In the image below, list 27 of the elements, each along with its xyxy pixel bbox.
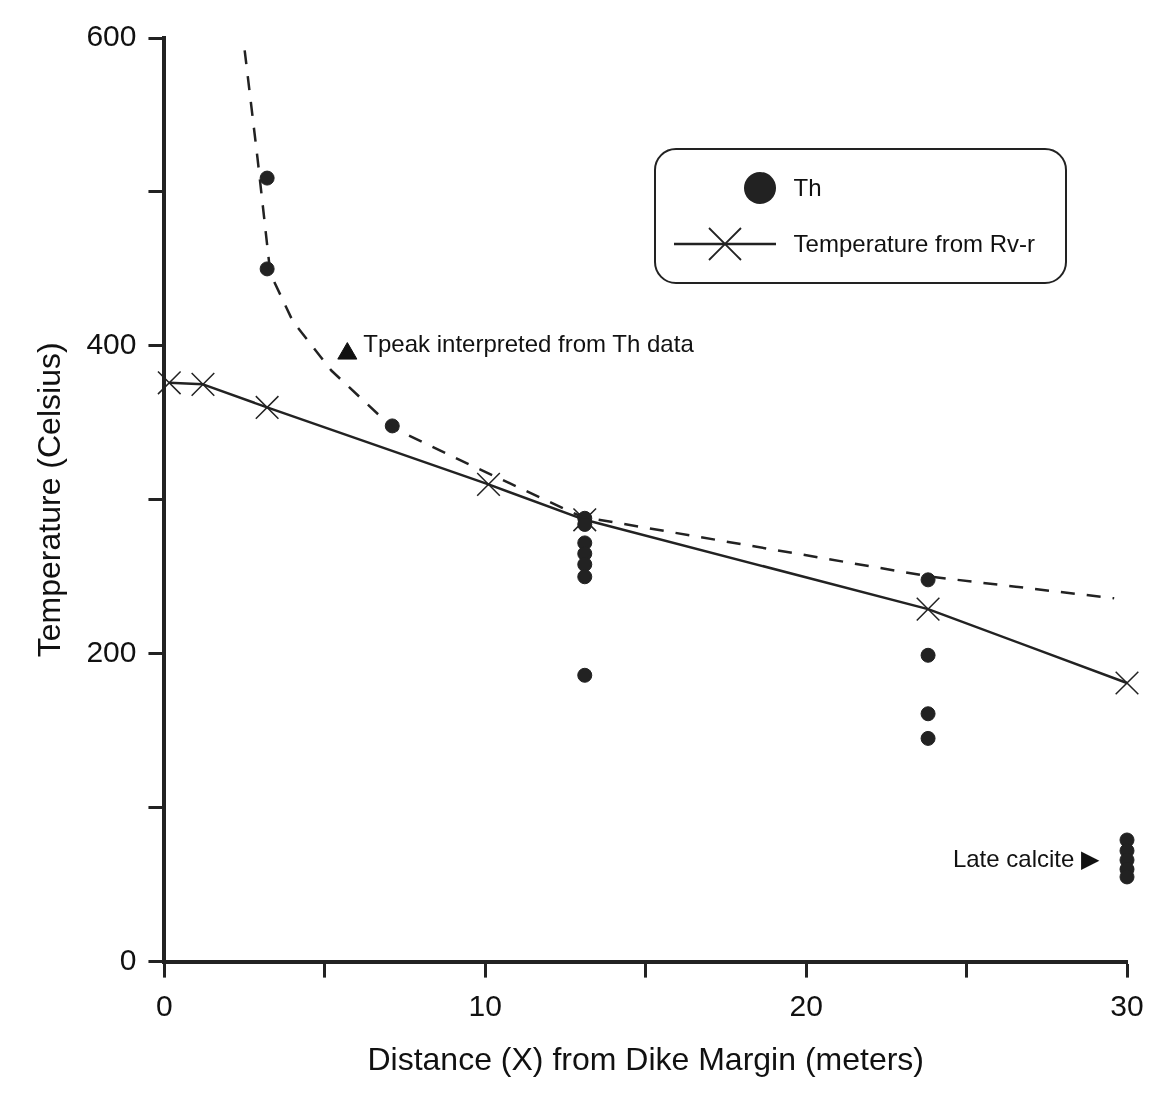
y-tick-label: 0 xyxy=(119,942,137,976)
y-tick-label: 200 xyxy=(86,635,137,668)
point xyxy=(920,706,936,722)
x-axis-title: Distance (X) from Dike Margin (meters) xyxy=(367,1040,924,1077)
point xyxy=(157,370,182,395)
y-tick-label: 600 xyxy=(86,19,137,53)
annotation: Tpeak interpreted from Th data xyxy=(363,330,695,358)
point xyxy=(920,647,936,663)
point xyxy=(476,472,501,497)
point xyxy=(577,667,593,683)
legend-label: Temperature from Rv-r xyxy=(793,230,1035,258)
legend-label: Th xyxy=(793,174,822,202)
point xyxy=(577,569,593,585)
point xyxy=(259,170,275,186)
point xyxy=(255,395,280,420)
x-tick-label: 30 xyxy=(1110,988,1144,1022)
y-axis-title: Temperature (Celsius) xyxy=(31,342,68,658)
point xyxy=(916,597,941,622)
x-tick-label: 10 xyxy=(468,988,502,1022)
point xyxy=(1114,670,1140,696)
point xyxy=(190,372,216,397)
x-tick-label: 20 xyxy=(789,988,823,1022)
point xyxy=(920,730,936,746)
y-tick-label: 400 xyxy=(86,327,137,361)
point xyxy=(920,572,936,588)
annotation: Late calcite ▶ xyxy=(952,844,1100,872)
x-tick-label: 0 xyxy=(156,988,173,1022)
